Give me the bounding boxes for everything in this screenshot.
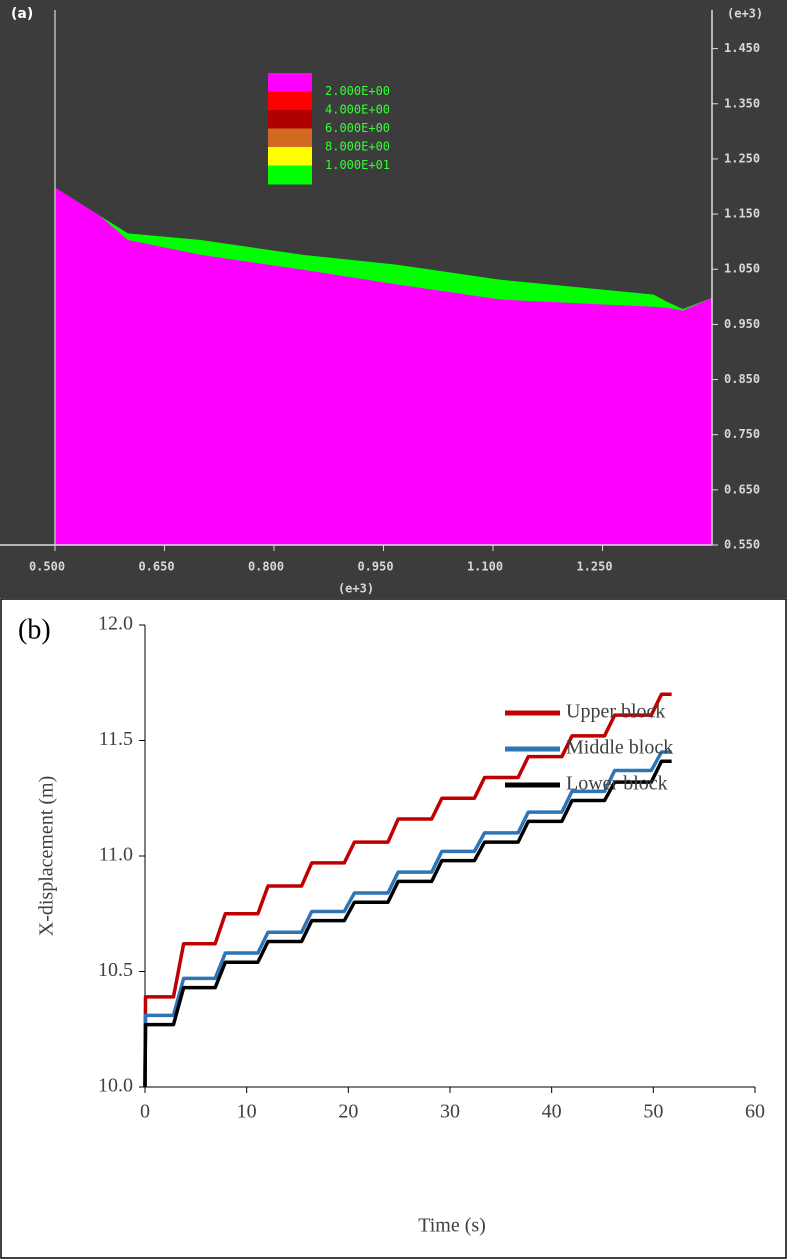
y-tick-label: 10.0	[98, 1075, 133, 1097]
legend-swatch	[268, 147, 312, 166]
x-tick-label: 30	[440, 1101, 460, 1123]
legend-label: Lower block	[566, 773, 668, 795]
y-tick-label: 11.5	[99, 728, 133, 750]
panel-label: (b)	[18, 614, 51, 645]
legend-label: Middle block	[566, 737, 673, 759]
y-tick-label: 0.550	[724, 538, 760, 552]
y-tick-label: 1.350	[724, 96, 760, 110]
x-tick-label: 60	[745, 1101, 765, 1123]
x-tick-label: 1.250	[576, 560, 612, 574]
y-tick-label: 12.0	[98, 613, 133, 635]
legend-label: 2.000E+00	[325, 84, 390, 98]
x-tick-label: 0.650	[138, 560, 174, 574]
y-tick-label: 0.950	[724, 317, 760, 331]
x-tick-label: 0	[140, 1101, 150, 1123]
series-line	[143, 692, 672, 1088]
contour-region	[55, 187, 712, 545]
y-tick-label: 1.450	[724, 41, 760, 55]
x-axis-title: Time (s)	[418, 1215, 486, 1237]
panel-b-frame	[0, 598, 787, 1259]
y-tick-label: 1.250	[724, 151, 760, 165]
legend-swatch	[268, 128, 312, 148]
legend-label: 8.000E+00	[325, 140, 390, 154]
x-tick-label: 0.500	[29, 560, 65, 574]
y-unit: (e+3)	[727, 7, 763, 21]
y-tick-label: 11.0	[99, 844, 133, 866]
x-unit: (e+3)	[338, 582, 374, 596]
legend-label: 4.000E+00	[325, 103, 390, 117]
x-tick-label: 10	[237, 1101, 257, 1123]
y-tick-label: 0.650	[724, 482, 760, 496]
y-tick-label: 0.850	[724, 372, 760, 386]
x-tick-label: 50	[643, 1101, 663, 1123]
x-tick-label: 1.100	[467, 560, 503, 574]
y-tick-label: 10.5	[98, 959, 133, 981]
y-axis-title: X-displacement (m)	[36, 776, 58, 937]
legend-swatch	[268, 73, 312, 92]
y-tick-label: 1.050	[724, 262, 760, 276]
x-tick-label: 0.950	[357, 560, 393, 574]
legend-label: 1.000E+01	[325, 158, 390, 172]
series-line	[143, 759, 672, 1088]
x-tick-label: 40	[542, 1101, 562, 1123]
x-tick-label: 0.800	[248, 560, 284, 574]
legend-swatch	[268, 165, 312, 185]
legend-swatch	[268, 110, 312, 129]
legend-swatch	[268, 91, 312, 111]
x-tick-label: 20	[338, 1101, 358, 1123]
legend-label: Upper block	[566, 701, 665, 723]
legend-label: 6.000E+00	[325, 121, 390, 135]
series-line	[143, 750, 672, 1088]
y-tick-label: 0.750	[724, 427, 760, 441]
y-tick-label: 1.150	[724, 207, 760, 221]
panel-label: (a)	[11, 6, 33, 22]
